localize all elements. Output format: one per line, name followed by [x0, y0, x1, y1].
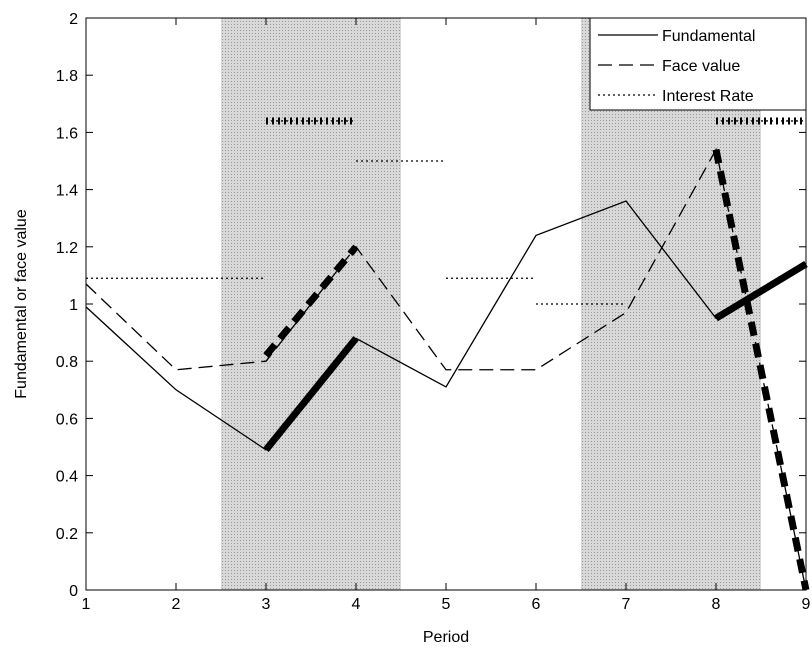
series-lines: [85, 117, 810, 591]
y-tick-label: 1.8: [56, 68, 78, 85]
legend: Fundamental Face value Interest Rate: [589, 17, 807, 111]
y-tick-label: 0.2: [56, 526, 78, 543]
highlighted-segment: [263, 336, 359, 453]
y-tick-label: 1.6: [56, 125, 78, 142]
legend-box: [589, 17, 807, 111]
series-line-fundamental: [85, 200, 807, 451]
y-tick-label: 1.4: [56, 183, 78, 200]
y-tick-label: 2: [69, 11, 78, 28]
x-tick-label: 9: [802, 596, 811, 613]
y-tick-label: 1: [69, 297, 78, 314]
x-tick-label: 6: [532, 596, 541, 613]
legend-label: Fundamental: [662, 28, 755, 45]
shaded-regions: [221, 18, 761, 590]
highlighted-segment: [714, 260, 808, 322]
x-tick-label: 8: [712, 596, 721, 613]
legend-label: Face value: [662, 58, 740, 75]
y-tick-label: 0.6: [56, 411, 78, 428]
x-tick-label: 2: [172, 596, 181, 613]
y-tick-label: 0.8: [56, 354, 78, 371]
x-tick-label: 3: [262, 596, 271, 613]
highlighted-segment: [712, 148, 810, 591]
highlighted-segment: [263, 244, 359, 358]
y-tick-label: 0.4: [56, 469, 78, 486]
x-tick-label: 5: [442, 596, 451, 613]
series-line-face-value: [85, 147, 807, 591]
legend-label: Interest Rate: [662, 88, 754, 105]
x-tick-label: 7: [622, 596, 631, 613]
y-tick-label: 0: [69, 583, 78, 600]
axes: 1 2 3 4 5 6 7 8 9 0 0.2 0.4 0.6 0.8 1 1.2 1.4 1.6 1.8 2: [56, 11, 811, 613]
y-tick-label: 1.2: [56, 240, 78, 257]
y-axis-label: Fundamental or face value: [13, 209, 30, 399]
x-tick-label: 4: [352, 596, 361, 613]
x-tick-label: 1: [82, 596, 91, 613]
x-axis-label: Period: [423, 629, 469, 646]
